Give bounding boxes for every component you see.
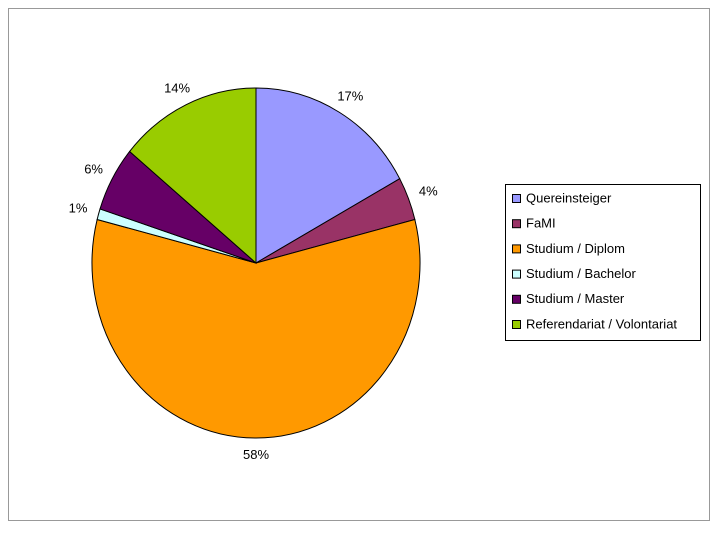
data-label: 17% (337, 89, 363, 104)
data-label: 4% (419, 184, 438, 199)
legend-label: Studium / Diplom (526, 241, 625, 256)
legend-swatch (512, 269, 521, 279)
legend-label: Studium / Master (526, 291, 625, 306)
pie-slice (255, 87, 401, 264)
legend-label: FaMI (526, 216, 556, 231)
legend-swatch (512, 294, 521, 304)
legend-swatch (512, 219, 521, 229)
pie-slice (91, 218, 421, 439)
legend-label: Referendariat / Volontariat (526, 316, 677, 331)
legend-label: Quereinsteiger (526, 190, 612, 205)
data-label: 58% (243, 447, 269, 462)
legend-swatch (512, 194, 521, 203)
legend-label: Studium / Bachelor (526, 266, 637, 281)
legend-swatch (512, 320, 521, 329)
legend-swatch (512, 244, 521, 254)
pie-slice (128, 87, 257, 265)
data-label: 1% (69, 201, 88, 216)
legend-box (505, 184, 701, 341)
data-label: 6% (84, 162, 103, 177)
data-label: 14% (164, 80, 190, 95)
